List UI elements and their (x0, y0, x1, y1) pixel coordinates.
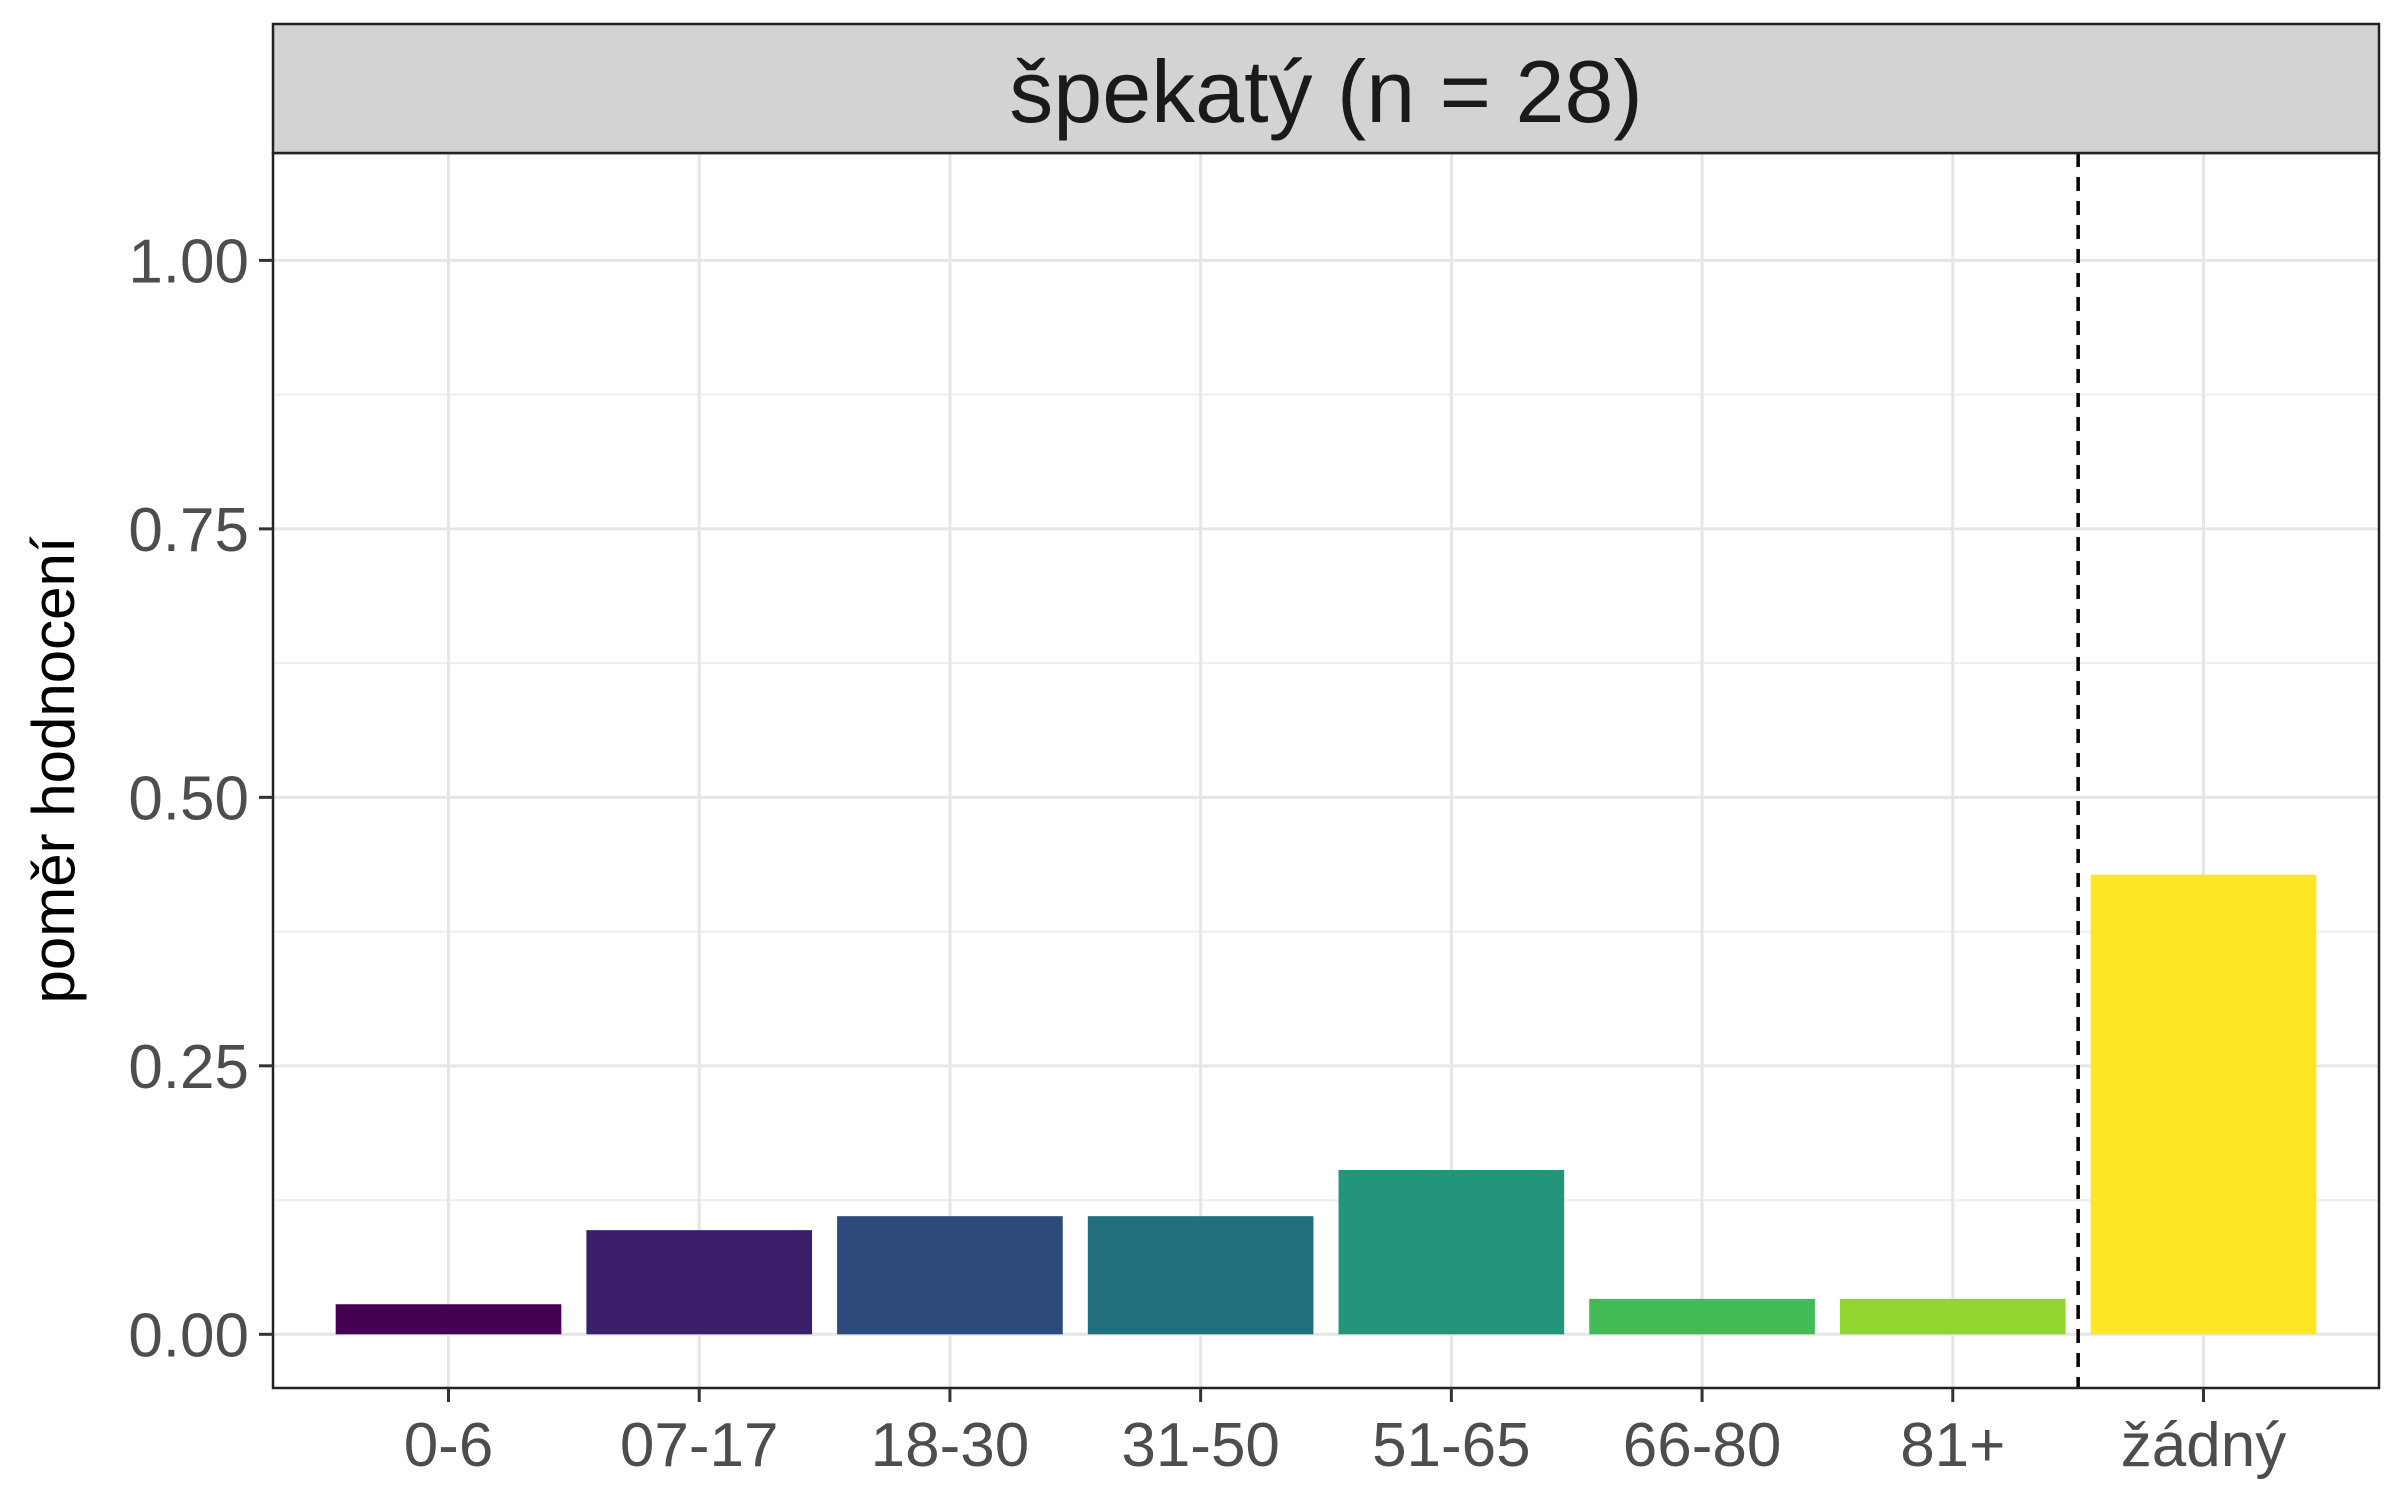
x-tick-label: 51-65 (1372, 1411, 1531, 1480)
x-tick-label: 31-50 (1121, 1411, 1280, 1480)
x-tick-label: 0-6 (404, 1411, 494, 1480)
y-tick-label: 1.00 (128, 227, 249, 296)
bar-66-80 (1589, 1298, 1815, 1335)
x-tick-label: žádný (2121, 1411, 2286, 1480)
x-tick-label: 18-30 (871, 1411, 1030, 1480)
bar-0-6 (335, 1304, 562, 1335)
bar-07-17 (586, 1230, 813, 1335)
plot-background (273, 153, 2379, 1388)
bar-81+ (1839, 1298, 2066, 1335)
bars (335, 874, 2317, 1335)
bar-žádný (2090, 874, 2317, 1335)
x-axis: 0-6 07-17 18-30 31-50 51-65 66-80 81+ žádný (404, 1388, 2286, 1480)
y-tick-label: 0.00 (128, 1301, 249, 1370)
x-tick-label: 07-17 (620, 1411, 779, 1480)
y-tick-label: 0.50 (128, 764, 249, 833)
bar-51-65 (1338, 1169, 1565, 1335)
y-axis: 0.00 0.25 0.50 0.75 1.00 (128, 227, 273, 1370)
y-tick-label: 0.25 (128, 1033, 249, 1102)
y-tick-label: 0.75 (128, 496, 249, 565)
facet-title: špekatý (n = 28) (1009, 42, 1642, 141)
bar-31-50 (1087, 1216, 1314, 1335)
x-tick-label: 66-80 (1623, 1411, 1782, 1480)
y-axis-label: poměr hodnocení (20, 536, 87, 1003)
bar-18-30 (837, 1216, 1063, 1335)
x-tick-label: 81+ (1900, 1411, 2005, 1480)
facet-strip (271, 22, 2381, 155)
